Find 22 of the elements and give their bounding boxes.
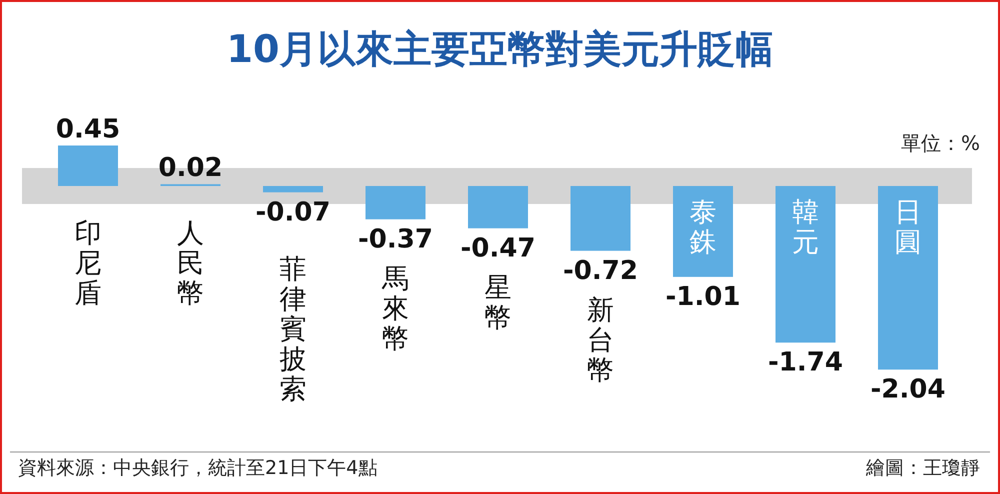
data-label: 0.02 — [158, 153, 223, 184]
data-label: -1.01 — [666, 282, 740, 312]
data-label: -0.47 — [460, 233, 536, 264]
data-label: -1.74 — [768, 348, 843, 378]
x-tick-label: 人民幣 — [177, 218, 204, 309]
x-tick-label: 菲律賓披索 — [280, 254, 306, 405]
x-tick-label: 印尼盾 — [74, 218, 102, 309]
x-tick-label: 新台幣 — [587, 294, 614, 386]
x-tick-label: 日圓 — [894, 197, 922, 258]
data-label: -0.07 — [256, 197, 330, 228]
x-tick-label: 馬來幣 — [381, 263, 409, 354]
data-label: -0.72 — [563, 256, 638, 286]
text: 繪圖：王瓊靜 — [865, 457, 980, 479]
data-label: 0.45 — [56, 114, 120, 144]
annotation: 單位：% — [900, 131, 980, 155]
source-note: 資料來源：中央銀行，統計至21日下午4點 — [18, 457, 378, 479]
data-label: -2.04 — [870, 374, 946, 405]
chart-title: 10月以來主要亞幣對美元升貶幅 — [226, 27, 774, 71]
x-tick-label: 韓元 — [792, 197, 819, 258]
x-tick-label: 星幣 — [484, 272, 512, 334]
x-tick-label: 泰銖 — [690, 197, 716, 258]
data-label: -0.37 — [358, 224, 433, 254]
